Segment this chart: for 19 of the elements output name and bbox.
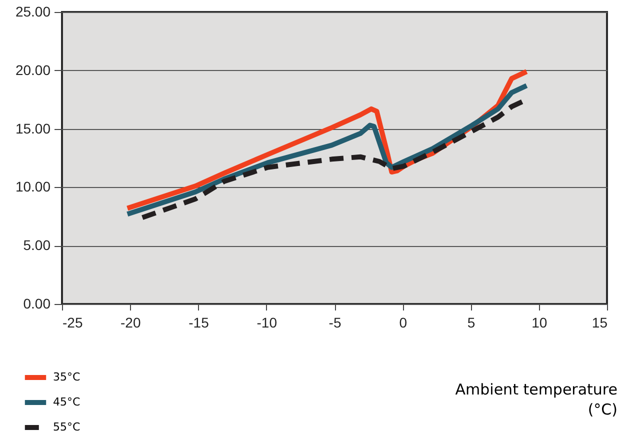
y-tick-label: 10.00: [15, 178, 51, 195]
x-tick-label: -15: [188, 314, 210, 330]
legend-label: 35°C: [53, 370, 80, 384]
x-tick-label: -25: [62, 314, 83, 330]
y-tick-label: 0.00: [23, 296, 51, 312]
x-tick-label: 15: [592, 314, 608, 330]
y-tick-label: 25.00: [15, 4, 51, 20]
x-tick-label: 5: [467, 314, 476, 330]
x-tick-label: 10: [532, 314, 548, 330]
legend-label: 55°C: [53, 420, 80, 434]
legend-label: 45°C: [53, 396, 80, 408]
y-tick-label: 15.00: [15, 120, 51, 136]
x-tick-label: -5: [328, 314, 342, 330]
x-tick-label: -20: [120, 314, 141, 330]
x-tick-label: -10: [256, 314, 278, 330]
y-tick-label: 20.00: [15, 62, 51, 78]
y-tick-label: 5.00: [23, 237, 51, 254]
x-axis-title: Ambient temperature (°C): [455, 380, 618, 418]
x-tick-label: 0: [399, 314, 408, 330]
